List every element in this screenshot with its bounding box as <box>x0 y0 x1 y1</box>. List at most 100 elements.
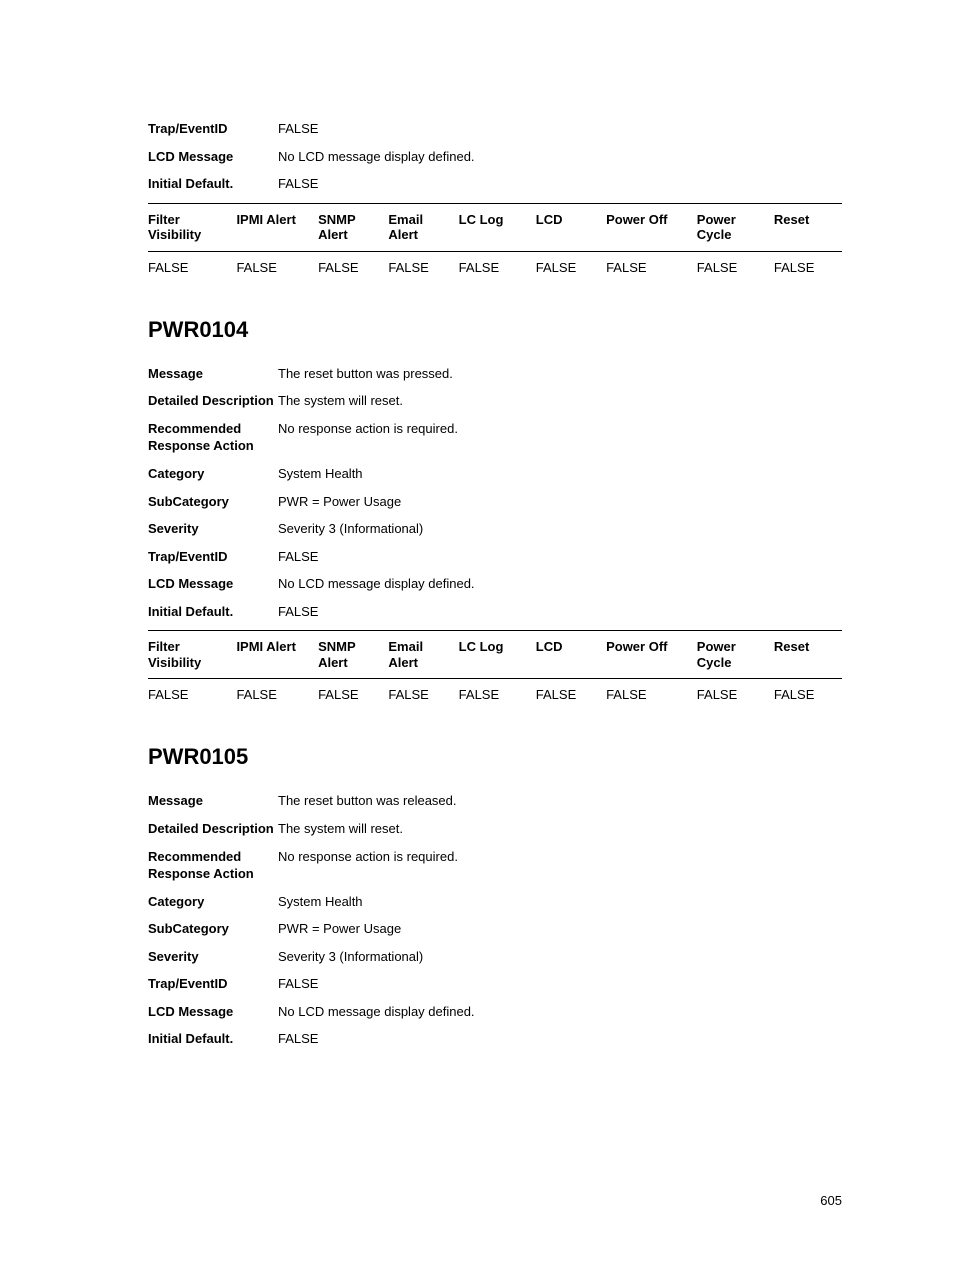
top-kv-block: Trap/EventID FALSE LCD Message No LCD me… <box>148 120 842 193</box>
kv-row: SubCategoryPWR = Power Usage <box>148 920 842 938</box>
kv-key: LCD Message <box>148 1003 278 1021</box>
table-header-row: Filter Visibility IPMI Alert SNMP Alert … <box>148 203 842 251</box>
kv-val: FALSE <box>278 975 842 993</box>
kv-key: Recommended Response Action <box>148 420 278 455</box>
table-cell: FALSE <box>388 679 458 711</box>
kv-key: Severity <box>148 948 278 966</box>
table-cell: FALSE <box>148 679 236 711</box>
kv-val: No response action is required. <box>278 420 842 438</box>
table-cell: FALSE <box>697 251 774 283</box>
kv-key: Initial Default. <box>148 175 278 193</box>
kv-row: CategorySystem Health <box>148 465 842 483</box>
kv-key: Category <box>148 893 278 911</box>
col-header: Reset <box>774 631 842 679</box>
section-title-pwr0105: PWR0105 <box>148 744 842 770</box>
col-header: IPMI Alert <box>236 631 318 679</box>
kv-key: Detailed Description <box>148 820 278 838</box>
kv-key: Severity <box>148 520 278 538</box>
table-cell: FALSE <box>236 251 318 283</box>
kv-val: FALSE <box>278 1030 842 1048</box>
col-header: Filter Visibility <box>148 203 236 251</box>
kv-row: SeveritySeverity 3 (Informational) <box>148 948 842 966</box>
col-header: Email Alert <box>388 203 458 251</box>
kv-val: No response action is required. <box>278 848 842 866</box>
kv-row: LCD Message No LCD message display defin… <box>148 148 842 166</box>
col-header: LC Log <box>459 203 536 251</box>
table-cell: FALSE <box>536 679 606 711</box>
col-header: SNMP Alert <box>318 631 388 679</box>
kv-key: SubCategory <box>148 493 278 511</box>
top-flags-table: Filter Visibility IPMI Alert SNMP Alert … <box>148 203 842 283</box>
kv-row: CategorySystem Health <box>148 893 842 911</box>
col-header: Filter Visibility <box>148 631 236 679</box>
kv-key: Recommended Response Action <box>148 848 278 883</box>
kv-row: Initial Default.FALSE <box>148 1030 842 1048</box>
kv-key: LCD Message <box>148 148 278 166</box>
kv-val: System Health <box>278 893 842 911</box>
table-cell: FALSE <box>536 251 606 283</box>
table-cell: FALSE <box>606 251 697 283</box>
section-kv-block: MessageThe reset button was released. De… <box>148 792 842 1047</box>
table-cell: FALSE <box>318 251 388 283</box>
kv-row: Recommended Response ActionNo response a… <box>148 420 842 455</box>
kv-val: Severity 3 (Informational) <box>278 948 842 966</box>
table-row: FALSE FALSE FALSE FALSE FALSE FALSE FALS… <box>148 251 842 283</box>
kv-val: No LCD message display defined. <box>278 1003 842 1021</box>
col-header: LCD <box>536 203 606 251</box>
kv-row: Trap/EventIDFALSE <box>148 975 842 993</box>
section-kv-block: MessageThe reset button was pressed. Det… <box>148 365 842 620</box>
col-header: Email Alert <box>388 631 458 679</box>
kv-row: MessageThe reset button was released. <box>148 792 842 810</box>
kv-key: Initial Default. <box>148 1030 278 1048</box>
kv-val: PWR = Power Usage <box>278 920 842 938</box>
kv-key: Initial Default. <box>148 603 278 621</box>
col-header: LC Log <box>459 631 536 679</box>
col-header: Power Cycle <box>697 631 774 679</box>
col-header: Reset <box>774 203 842 251</box>
col-header: Power Off <box>606 631 697 679</box>
col-header: SNMP Alert <box>318 203 388 251</box>
kv-row: SubCategoryPWR = Power Usage <box>148 493 842 511</box>
kv-row: MessageThe reset button was pressed. <box>148 365 842 383</box>
kv-row: Initial Default.FALSE <box>148 603 842 621</box>
kv-key: Trap/EventID <box>148 975 278 993</box>
kv-val: The reset button was released. <box>278 792 842 810</box>
page-number: 605 <box>820 1193 842 1208</box>
page: Trap/EventID FALSE LCD Message No LCD me… <box>0 0 954 1268</box>
table-cell: FALSE <box>774 679 842 711</box>
table-cell: FALSE <box>606 679 697 711</box>
table-header-row: Filter Visibility IPMI Alert SNMP Alert … <box>148 631 842 679</box>
kv-val: PWR = Power Usage <box>278 493 842 511</box>
kv-key: Detailed Description <box>148 392 278 410</box>
kv-key: Message <box>148 365 278 383</box>
table-cell: FALSE <box>459 679 536 711</box>
kv-val: FALSE <box>278 175 842 193</box>
kv-row: Detailed DescriptionThe system will rese… <box>148 392 842 410</box>
table-row: FALSE FALSE FALSE FALSE FALSE FALSE FALS… <box>148 679 842 711</box>
kv-val: The system will reset. <box>278 820 842 838</box>
kv-val: No LCD message display defined. <box>278 575 842 593</box>
kv-row: SeveritySeverity 3 (Informational) <box>148 520 842 538</box>
kv-key: SubCategory <box>148 920 278 938</box>
kv-val: FALSE <box>278 603 842 621</box>
kv-row: LCD MessageNo LCD message display define… <box>148 1003 842 1021</box>
col-header: Power Cycle <box>697 203 774 251</box>
table-cell: FALSE <box>318 679 388 711</box>
kv-val: The reset button was pressed. <box>278 365 842 383</box>
kv-row: Initial Default. FALSE <box>148 175 842 193</box>
kv-row: Trap/EventIDFALSE <box>148 548 842 566</box>
kv-val: System Health <box>278 465 842 483</box>
table-cell: FALSE <box>236 679 318 711</box>
table-cell: FALSE <box>148 251 236 283</box>
kv-key: LCD Message <box>148 575 278 593</box>
section-title-pwr0104: PWR0104 <box>148 317 842 343</box>
table-cell: FALSE <box>388 251 458 283</box>
col-header: LCD <box>536 631 606 679</box>
section0-flags-table: Filter Visibility IPMI Alert SNMP Alert … <box>148 630 842 710</box>
kv-row: LCD MessageNo LCD message display define… <box>148 575 842 593</box>
kv-key: Trap/EventID <box>148 548 278 566</box>
kv-val: FALSE <box>278 120 842 138</box>
kv-key: Trap/EventID <box>148 120 278 138</box>
kv-key: Category <box>148 465 278 483</box>
kv-val: FALSE <box>278 548 842 566</box>
